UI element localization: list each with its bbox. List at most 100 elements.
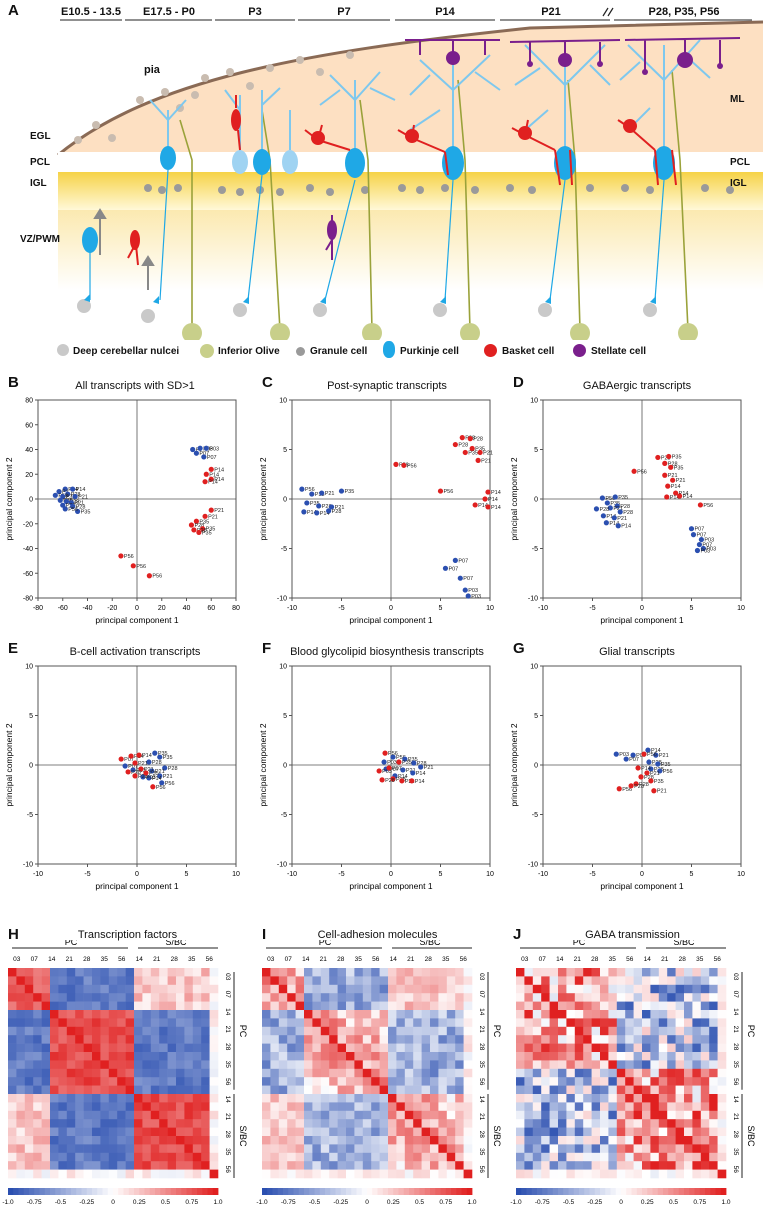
heatmap-cell: [524, 1161, 534, 1170]
heatmap-cell: [262, 1043, 271, 1053]
heatmap-cell: [16, 1060, 26, 1070]
heatmap-cell: [413, 1085, 422, 1095]
heatmap-cell: [346, 1060, 355, 1070]
heatmap-cell: [337, 1136, 347, 1145]
heatmap-cell: [41, 968, 51, 977]
heatmap-cell: [709, 1068, 718, 1078]
heatmap-cell: [66, 1026, 76, 1036]
panel-label-f: F: [262, 640, 272, 657]
heatmap-cell: [192, 984, 202, 994]
heatmap-cell: [566, 1169, 576, 1179]
data-point: [309, 491, 315, 497]
heatmap-cell: [667, 1119, 676, 1128]
heatmap-cell: [591, 1085, 601, 1095]
side-group-label-sbc: S/BC: [492, 1125, 502, 1147]
heatmap-cell: [446, 1144, 456, 1154]
colorbar-segment: [283, 1188, 289, 1195]
heatmap-cell: [379, 1077, 389, 1086]
heatmap-cell: [421, 1035, 431, 1044]
data-point: [437, 488, 444, 494]
heatmap-cell: [184, 1085, 194, 1095]
heatmap-cell: [150, 1052, 160, 1061]
heatmap-cell: [192, 1144, 202, 1154]
data-point: [613, 751, 619, 757]
heatmap-cell: [430, 1161, 439, 1170]
heatmap-cell: [192, 993, 202, 1002]
heatmap-cell: [574, 1001, 584, 1011]
heatmap-cell: [92, 1010, 101, 1019]
heatmap-cell: [455, 1144, 464, 1154]
heatmap-cell: [421, 1077, 431, 1086]
point-label: P28: [76, 504, 86, 510]
heatmap-cell: [667, 1010, 676, 1019]
heatmap-cell: [717, 1026, 727, 1036]
heatmap-cell: [650, 1136, 660, 1145]
data-point: [130, 767, 136, 773]
x-tick-label: 10: [232, 871, 240, 878]
heatmap-cell: [33, 968, 42, 977]
heatmap-cell: [209, 968, 219, 977]
heatmap-cell: [675, 1136, 685, 1145]
heatmap-cell: [709, 1094, 718, 1103]
heatmap-cell: [667, 1144, 676, 1154]
row-label: 21: [478, 1113, 485, 1121]
x-tick-label: -5: [338, 871, 344, 878]
heatmap-cell: [709, 1052, 718, 1061]
row-label: 56: [478, 1166, 485, 1174]
heatmap-cell: [58, 1102, 68, 1112]
heatmap-cell: [583, 968, 592, 977]
heatmap-cell: [184, 1110, 194, 1120]
point-label: P28: [458, 443, 468, 449]
colorbar-segment: [552, 1188, 559, 1195]
heatmap-cell: [354, 1161, 364, 1170]
heatmap-cell: [379, 993, 389, 1002]
panel-label-c: C: [262, 374, 273, 391]
heatmap-cell: [167, 1094, 177, 1103]
heatmap-cell: [142, 976, 152, 986]
heatmap-cell: [92, 1068, 101, 1078]
heatmap-cell: [262, 1077, 271, 1086]
heatmap-cell: [312, 1136, 322, 1145]
point-label: P14: [683, 494, 693, 500]
heatmap-cell: [92, 984, 101, 994]
heatmap-cell: [608, 1110, 618, 1120]
heatmap-cell: [446, 1110, 456, 1120]
heatmap-cell: [278, 1119, 288, 1128]
data-point: [191, 527, 197, 533]
y-tick-label: 10: [530, 398, 538, 405]
heatmap-cell: [83, 1127, 93, 1137]
heatmap-cell: [430, 1060, 439, 1070]
heatmap-cell: [709, 1144, 718, 1154]
heatmap-cell: [446, 1035, 456, 1044]
heatmap-cell: [320, 1102, 330, 1112]
heatmap-cell: [379, 1144, 389, 1154]
heatmap-cell: [541, 1127, 550, 1137]
column-label: 07: [539, 956, 547, 963]
heatmap-cell: [583, 1161, 592, 1170]
heatmap-cell: [287, 1052, 296, 1061]
heatmap-cell: [159, 1094, 168, 1103]
heatmap-cell: [24, 1010, 34, 1019]
heatmap-cell: [262, 1136, 271, 1145]
row-label: 07: [732, 991, 739, 999]
heatmap-cell: [108, 1010, 118, 1019]
heatmap-cell: [270, 984, 280, 994]
x-axis-label: principal component 1: [349, 881, 432, 891]
colorbar-segment: [673, 1188, 680, 1195]
heatmap-cell: [337, 1010, 347, 1019]
point-label: P14: [142, 753, 152, 759]
heatmap-cell: [8, 1035, 17, 1044]
heatmap-cell: [278, 1102, 288, 1112]
data-point: [633, 781, 639, 787]
heatmap-cell: [16, 1152, 26, 1162]
heatmap-cell: [591, 1001, 601, 1011]
heatmap-cell: [75, 1085, 84, 1095]
data-point: [651, 788, 657, 794]
heatmap-cell: [558, 1077, 567, 1086]
heatmap-cell: [270, 1060, 280, 1070]
data-point: [604, 500, 610, 506]
heatmap-cell: [396, 1110, 406, 1120]
heatmap-cell: [176, 1152, 185, 1162]
heatmap-cell: [295, 968, 305, 977]
inferior-olive-cells: [182, 323, 698, 340]
